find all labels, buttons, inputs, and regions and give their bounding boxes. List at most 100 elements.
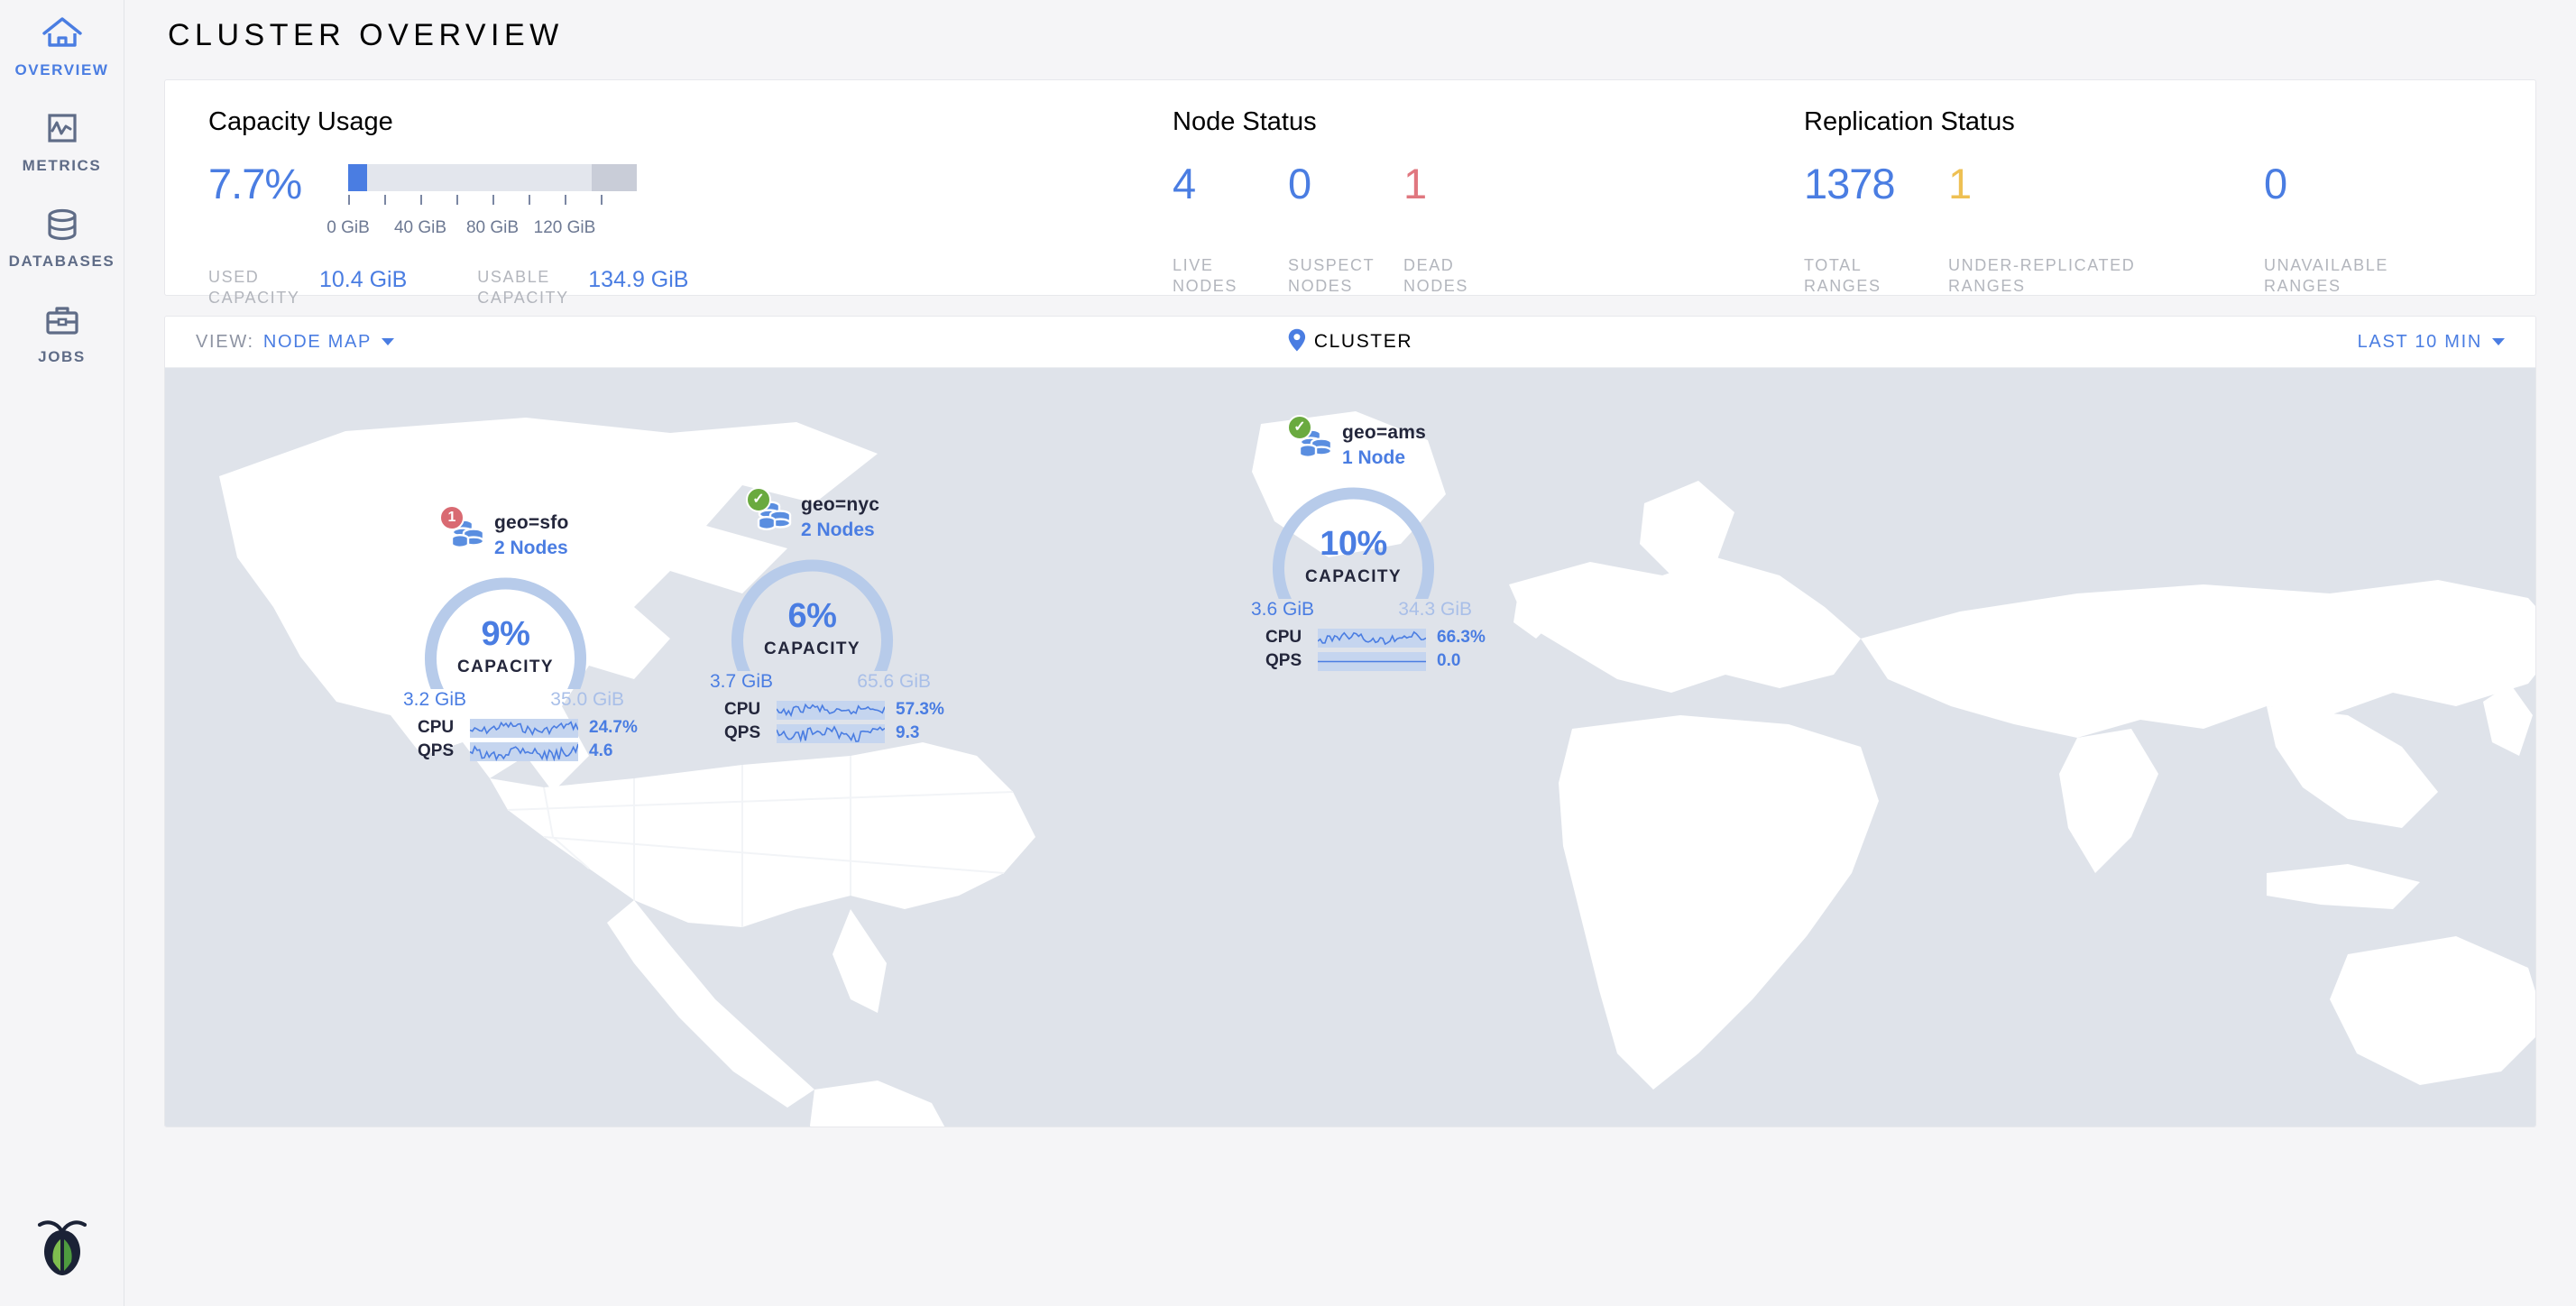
briefcase-icon [41,296,83,345]
capacity-gauge: 10% CAPACITY [1256,482,1450,645]
view-dropdown[interactable]: NODE MAP [262,331,395,353]
locality-node-count: 2 Nodes [801,520,875,540]
capacity-gauge: 9% CAPACITY [409,572,603,735]
metric-live-nodes: 4 LIVE NODES [1173,160,1288,296]
locality-node-count: 1 Node [1342,447,1406,468]
stat-value: 66.3% [1437,628,1486,647]
sidebar-item-metrics[interactable]: METRICS [0,88,124,184]
map-locality-marker[interactable]: ✓ geo=nyc 2 Nodes 6% CAPACITY 3.7 GiB 65.6 GiB… [710,487,944,747]
metric-caption: LIVE NODES [1173,256,1238,295]
capacity-legend: USED CAPACITY 10.4 GiB USABLE CAPACITY 1… [208,267,1153,308]
capacity-axis-labels: 0 GiB 40 GiB 80 GiB 120 GiB [327,218,637,238]
metric-caption: DEAD NODES [1403,256,1469,295]
gauge-used-label: 3.7 GiB [710,671,774,692]
legend-value: 134.9 GiB [588,267,689,292]
sidebar-item-label: METRICS [22,157,102,174]
gauge-used-label: 3.2 GiB [403,689,467,710]
capacity-axis-label: 80 GiB [465,218,520,237]
capacity-axis-ticks [348,195,637,218]
qps-sparkline [470,741,578,761]
metric-under-replicated-ranges: 1 UNDER-REPLICATED RANGES [1948,162,2264,296]
locality-icon-group: ✓ [746,487,796,536]
home-icon [41,9,83,58]
metric-suspect-nodes: 0 SUSPECT NODES [1288,162,1403,296]
legend-label: USED CAPACITY [208,268,300,307]
locality-icon-group: 1 [439,505,489,554]
locality-name: geo=ams [1342,422,1427,443]
locality-header[interactable]: 1 geo=sfo 2 Nodes [439,505,638,559]
capacity-bar [348,164,637,191]
view-dropdown-value: NODE MAP [262,331,373,352]
map-locality-marker[interactable]: ✓ geo=ams 1 Node 10% CAPACITY 3.6 GiB 34.3 GiB… [1229,415,1486,675]
check-badge: ✓ [746,487,771,512]
locality-stat-row: CPU 24.7% [418,718,638,738]
legend-value: 10.4 GiB [319,267,408,292]
locality-name: geo=nyc [801,494,880,515]
locality-stat-row: QPS 9.3 [724,723,944,743]
sidebar-item-jobs[interactable]: JOBS [0,280,124,375]
chevron-down-icon [382,338,395,345]
breadcrumb-label: CLUSTER [1313,331,1413,352]
metric-total-ranges: 1378 TOTAL RANGES [1804,162,1948,296]
map-locality-marker[interactable]: 1 geo=sfo 2 Nodes 9% CAPACITY 3.2 GiB 35.0 GiB… [403,505,638,765]
capacity-usage-title: Capacity Usage [208,107,393,136]
metric-caption: TOTAL RANGES [1804,256,1881,295]
capacity-bar-used [348,164,367,191]
view-selector[interactable]: VIEW: NODE MAP [196,331,395,353]
capacity-axis-tick [348,195,350,205]
metric-dead-nodes: 1 DEAD NODES [1403,162,1519,296]
qps-flat-sparkline [1318,651,1426,671]
capacity-bar-chart: 0 GiB 40 GiB 80 GiB 120 GiB [327,164,637,238]
view-label: VIEW: [196,331,254,352]
capacity-gauge: 6% CAPACITY [715,554,909,717]
metric-value: 4 [1173,160,1196,207]
capacity-axis-tick [420,195,422,205]
world-map-canvas[interactable]: 1 geo=sfo 2 Nodes 9% CAPACITY 3.2 GiB 35.0 GiB… [165,368,2535,1127]
legend-usable-capacity: USABLE CAPACITY 134.9 GiB [477,267,688,308]
gauge-end-labels: 3.2 GiB 35.0 GiB [403,689,624,713]
badge-text: ✓ [1293,419,1306,435]
map-toolbar: VIEW: NODE MAP CLUSTER [165,317,2535,368]
sidebar-item-databases[interactable]: DATABASES [0,184,124,280]
capacity-axis-label: 40 GiB [393,218,447,237]
node-map-panel: VIEW: NODE MAP CLUSTER [164,316,2536,1127]
node-status-title: Node Status [1173,107,1317,136]
metric-caption: UNDER-REPLICATED RANGES [1948,256,2136,295]
gauge-percent-label: 6% [787,597,837,635]
stat-value: 9.3 [896,723,920,742]
stat-key: QPS [724,723,761,742]
locality-header[interactable]: ✓ geo=ams 1 Node [1287,415,1486,469]
page-title: CLUSTER OVERVIEW [168,18,564,52]
time-range-selector[interactable]: LAST 10 MIN [2358,332,2505,353]
locality-labels: geo=sfo 2 Nodes [494,510,569,559]
capacity-usage-panel: Capacity Usage 7.7% 0 GiB 40 GiB 80 GiB 120… [165,80,1153,307]
badge-text: 1 [447,510,456,525]
sidebar-item-label: DATABASES [8,253,115,270]
capacity-axis-tick [456,195,458,205]
alert-count-badge: 1 [439,505,465,530]
locality-labels: geo=ams 1 Node [1342,420,1426,469]
capacity-axis-label: 0 GiB [327,218,370,237]
cpu-sparkline [470,718,578,738]
locality-stat-row: QPS 4.6 [418,741,638,761]
stat-key: QPS [418,741,455,760]
locality-name: geo=sfo [494,512,569,533]
gauge-capacity-word: CAPACITY [764,639,860,658]
locality-stat-row: QPS 0.0 [1265,651,1486,671]
sidebar-item-label: JOBS [38,348,86,365]
gauge-end-labels: 3.6 GiB 34.3 GiB [1251,599,1472,622]
breadcrumb[interactable]: CLUSTER [1288,328,1412,356]
locality-stat-rows: CPU 57.3% QPS 9.3 [724,700,944,743]
time-range-dropdown[interactable]: LAST 10 MIN [2358,332,2505,353]
map-pin-icon [1288,328,1306,356]
locality-stat-row: CPU 57.3% [724,700,944,720]
chart-icon [41,105,83,153]
capacity-axis-label: 120 GiB [533,218,596,237]
locality-header[interactable]: ✓ geo=nyc 2 Nodes [746,487,944,541]
cpu-sparkline [1318,628,1426,648]
sidebar: OVERVIEW METRICS DATABASES [0,0,124,1306]
sidebar-item-overview[interactable]: OVERVIEW [0,0,124,88]
stat-key: CPU [418,718,455,737]
locality-stat-rows: CPU 66.3% QPS 0.0 [1265,628,1486,671]
